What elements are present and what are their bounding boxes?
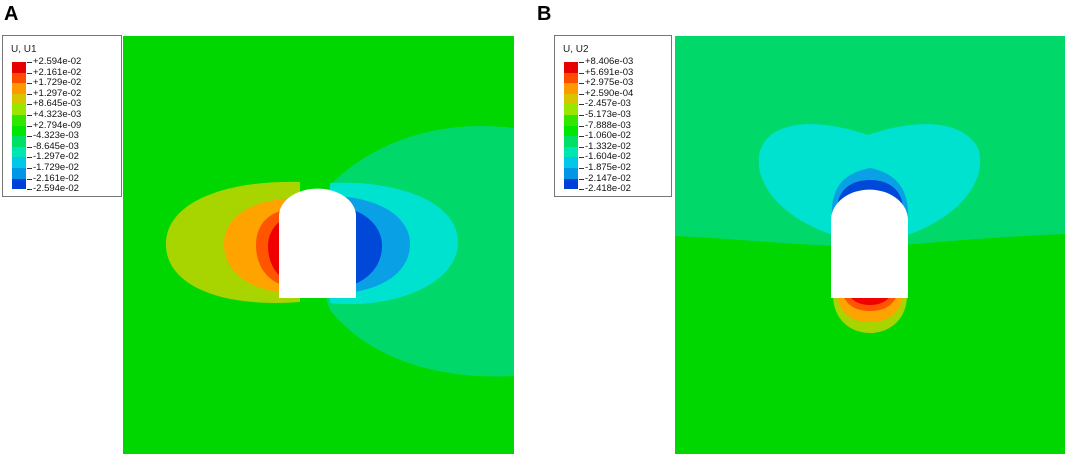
legend-value: +1.729e-02: [33, 77, 82, 89]
legend-swatch: [12, 146, 26, 158]
legend-tick: [579, 115, 584, 116]
panel-b-label: B: [537, 3, 552, 25]
panel-a-contour-plot: [123, 36, 514, 454]
legend-color-bar: [12, 62, 26, 190]
legend-value: +1.297e-02: [33, 87, 82, 99]
legend-swatch: [12, 83, 26, 94]
panel-b-legend: U, U2 +8.406e-03 +5.691e-03 +2.975e-03 +2.5…: [554, 35, 672, 197]
legend-tick: [27, 189, 32, 191]
legend-value: -2.161e-02: [33, 172, 79, 184]
legend-title: U, U2: [563, 44, 589, 55]
legend-swatch: [564, 83, 578, 94]
legend-tick: [27, 125, 32, 127]
tunnel-opening: [279, 188, 356, 298]
legend-value: +4.323e-03: [33, 109, 82, 120]
legend-tick: [27, 72, 32, 74]
legend-value: +5.691e-03: [585, 66, 634, 78]
legend-tick: [27, 157, 32, 159]
legend-tick: [579, 104, 584, 106]
legend-swatch: [12, 104, 26, 115]
legend-swatch: [12, 136, 26, 147]
legend-tick: [27, 93, 32, 95]
legend-swatch: [12, 114, 26, 126]
panel-b-contour-plot: [675, 36, 1065, 454]
legend-swatch: [12, 178, 26, 190]
legend-value: +2.975e-03: [585, 77, 634, 89]
legend-tick: [27, 83, 32, 85]
legend-tick: [579, 93, 584, 95]
legend-tick: [579, 62, 584, 63]
legend-value: -1.729e-02: [33, 162, 79, 173]
legend-swatch: [12, 157, 26, 168]
legend-swatch: [564, 146, 578, 158]
legend-swatch: [564, 125, 578, 137]
legend-swatch: [564, 104, 578, 115]
legend-swatch: [12, 62, 26, 73]
legend-value: -2.594e-02: [33, 183, 79, 195]
legend-tick: [579, 72, 584, 74]
legend-tick: [579, 136, 584, 138]
legend-tick: [579, 146, 584, 148]
legend-tick: [27, 104, 32, 106]
legend-swatch: [12, 72, 26, 84]
legend-tick: [27, 62, 32, 63]
legend-tick: [27, 168, 32, 169]
legend-swatch: [564, 178, 578, 190]
legend-tick: [27, 115, 32, 116]
legend-swatch: [564, 62, 578, 73]
legend-tick: [27, 178, 32, 180]
legend-value: +2.161e-02: [33, 66, 82, 78]
tunnel-opening: [831, 189, 908, 298]
legend-tick: [579, 125, 584, 127]
legend-swatch: [564, 157, 578, 168]
legend-swatch: [12, 93, 26, 105]
legend-tick: [27, 136, 32, 138]
legend-tick: [579, 157, 584, 159]
legend-value: -1.060e-02: [585, 130, 631, 142]
legend-tick: [579, 168, 584, 169]
legend-swatch: [12, 167, 26, 179]
legend-value: +2.794e-09: [33, 119, 82, 131]
legend-value: -1.604e-02: [585, 151, 631, 163]
legend-value: -5.173e-03: [585, 109, 631, 120]
legend-value: -2.457e-03: [585, 98, 631, 110]
legend-value: -1.332e-02: [585, 140, 631, 152]
legend-value: -7.888e-03: [585, 119, 631, 131]
legend-tick: [579, 189, 584, 191]
legend-swatch: [564, 136, 578, 147]
legend-tick: [579, 178, 584, 180]
legend-color-bar: [564, 62, 578, 190]
legend-value: -1.875e-02: [585, 162, 631, 173]
legend-value: +2.594e-02: [33, 56, 82, 67]
panel-a-label: A: [4, 3, 19, 25]
legend-tick: [27, 146, 32, 148]
legend-value: +2.590e-04: [585, 87, 634, 99]
legend-value: -4.323e-03: [33, 130, 79, 142]
legend-value: -2.147e-02: [585, 172, 631, 184]
legend-tick: [579, 83, 584, 85]
legend-value: -2.418e-02: [585, 183, 631, 195]
legend-swatch: [564, 72, 578, 84]
legend-value: +8.645e-03: [33, 98, 82, 110]
legend-swatch: [564, 93, 578, 105]
legend-swatch: [564, 114, 578, 126]
legend-value: -8.645e-03: [33, 140, 79, 152]
legend-title: U, U1: [11, 44, 37, 55]
contour-band-lower-region: [675, 234, 1065, 454]
legend-value: -1.297e-02: [33, 151, 79, 163]
panel-a-legend: U, U1 +2.594e-02 +2.161e-02 +1.729e-02 +1.2…: [2, 35, 122, 197]
legend-value: +8.406e-03: [585, 56, 634, 67]
legend-swatch: [12, 125, 26, 137]
legend-swatch: [564, 167, 578, 179]
